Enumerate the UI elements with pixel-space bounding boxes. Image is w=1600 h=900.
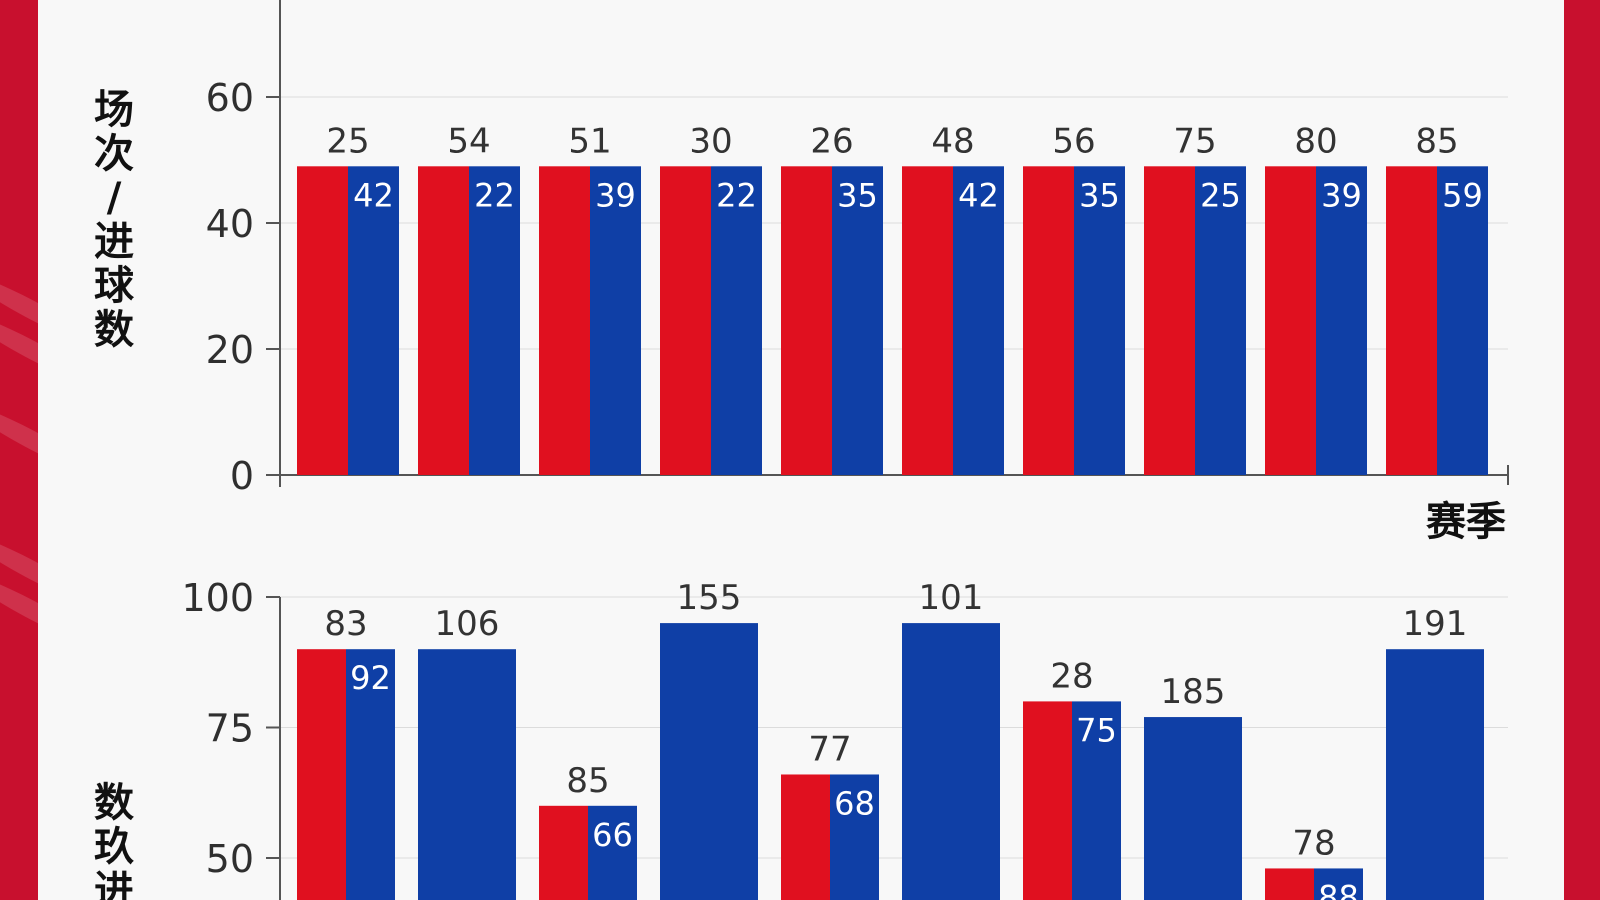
- bar-value-label: 51: [568, 121, 611, 161]
- bar-blue: [1072, 701, 1121, 900]
- bar-red: [1144, 166, 1195, 476]
- bar-value-label: 30: [689, 121, 732, 161]
- bar-value-label: 85: [1415, 121, 1458, 161]
- bar-red: [1265, 166, 1316, 476]
- bar-blue: [1437, 166, 1488, 476]
- bar-inner-label: 22: [716, 176, 757, 214]
- bar-red: [902, 166, 953, 476]
- bar-blue: [469, 166, 520, 476]
- bar-value-label: 48: [931, 121, 974, 161]
- bar-value-label: 155: [677, 578, 742, 618]
- y-tick-label: 60: [206, 76, 254, 120]
- bar-red: [781, 774, 830, 900]
- bar-blue: [832, 166, 883, 476]
- y-tick-label: 75: [206, 707, 254, 751]
- bar-red: [1386, 166, 1437, 476]
- bar-value-label: 101: [919, 578, 984, 618]
- bar-blue: [953, 166, 1004, 476]
- bar-blue: [348, 166, 399, 476]
- bar-value-label: 75: [1173, 121, 1216, 161]
- left-decor-band: [0, 0, 38, 900]
- right-decor-band: [1564, 0, 1600, 900]
- y-axis-title-char: 进: [94, 219, 134, 265]
- bar-value-label: 54: [447, 121, 490, 161]
- bar-value-label: 78: [1292, 823, 1335, 863]
- bar-value-label: 191: [1403, 604, 1468, 644]
- bar-value-label: 25: [326, 121, 369, 161]
- bar-inner-label: 39: [1321, 176, 1362, 214]
- bar-blue: [1314, 868, 1363, 900]
- bar-blue: [902, 623, 1000, 900]
- y-tick-label: 20: [206, 328, 254, 372]
- bar-inner-label: 35: [837, 176, 878, 214]
- y-tick-label: 40: [206, 202, 254, 246]
- bar-red: [660, 166, 711, 476]
- bar-blue: [418, 649, 516, 900]
- y-axis-title-char: 次: [94, 131, 134, 177]
- bar-inner-label: 42: [353, 176, 394, 214]
- bar-value-label: 77: [808, 729, 851, 769]
- x-axis-title: 赛季: [1426, 499, 1506, 545]
- y-axis-title-char: 数: [94, 307, 134, 353]
- y-tick-label: 50: [206, 837, 254, 881]
- bar-red: [418, 166, 469, 476]
- bar-blue: [588, 805, 637, 900]
- bar-value-label: 185: [1161, 672, 1226, 712]
- bar-inner-label: 39: [595, 176, 636, 214]
- bar-blue: [1195, 166, 1246, 476]
- bar-inner-label: 92: [350, 659, 391, 697]
- bar-red: [539, 166, 590, 476]
- bar-value-label: 83: [324, 604, 367, 644]
- bar-blue: [1316, 166, 1367, 476]
- bar-red: [297, 649, 346, 900]
- bar-inner-label: 35: [1079, 176, 1120, 214]
- bar-blue: [1074, 166, 1125, 476]
- bar-inner-label: 75: [1076, 711, 1117, 749]
- bar-inner-label: 22: [474, 176, 515, 214]
- y-axis-title-char: 数: [94, 780, 134, 826]
- y-axis-title-char: /: [107, 175, 122, 221]
- y-tick-label: 0: [230, 454, 254, 498]
- y-tick-label: 100: [181, 576, 254, 620]
- bar-blue: [346, 649, 395, 900]
- bar-red: [297, 166, 348, 476]
- bar-blue: [660, 623, 758, 900]
- bar-value-label: 56: [1052, 121, 1095, 161]
- bar-red: [539, 805, 588, 900]
- y-axis-title-char: 球: [94, 263, 135, 309]
- bar-inner-label: 25: [1200, 176, 1241, 214]
- bar-red: [1265, 868, 1314, 900]
- bar-blue: [1386, 649, 1484, 900]
- bar-blue: [1144, 717, 1242, 900]
- y-axis-title-char: 玖: [94, 824, 134, 870]
- bar-blue: [711, 166, 762, 476]
- y-axis-title-char: 进: [94, 868, 134, 900]
- bar-red: [1023, 166, 1074, 476]
- bar-value-label: 26: [810, 121, 853, 161]
- bar-blue: [590, 166, 641, 476]
- bar-red: [781, 166, 832, 476]
- bar-inner-label: 68: [834, 784, 875, 822]
- bar-value-label: 80: [1294, 121, 1337, 161]
- bar-inner-label: 42: [958, 176, 999, 214]
- bar-inner-label: 66: [592, 816, 633, 854]
- bar-value-label: 85: [566, 761, 609, 801]
- bar-value-label: 28: [1050, 656, 1093, 696]
- bar-blue: [830, 774, 879, 900]
- bar-inner-label: 59: [1442, 176, 1483, 214]
- bar-inner-label: 88: [1318, 878, 1359, 900]
- bar-red: [1023, 701, 1072, 900]
- y-axis-title-char: 场: [94, 87, 134, 133]
- bar-value-label: 106: [435, 604, 500, 644]
